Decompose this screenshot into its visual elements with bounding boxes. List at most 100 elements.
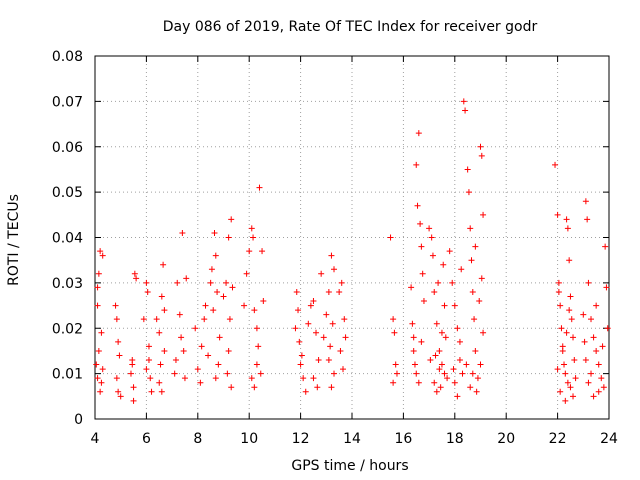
data-point-marker (419, 270, 426, 277)
data-point-marker (472, 243, 479, 250)
data-point-marker (566, 307, 573, 314)
y-tick-label: 0.01 (52, 367, 83, 383)
data-point-marker (588, 316, 595, 323)
data-point-marker (582, 198, 589, 205)
data-point-marker (438, 329, 445, 336)
data-point-marker (94, 284, 101, 291)
data-point-marker (115, 388, 122, 395)
data-point-marker (202, 302, 209, 309)
data-point-marker (310, 375, 317, 382)
data-point-marker (145, 357, 152, 364)
data-point-marker (158, 293, 165, 300)
x-tick-label: 4 (91, 431, 100, 447)
data-point-marker (598, 375, 605, 382)
data-point-marker (581, 338, 588, 345)
data-point-marker (325, 357, 332, 364)
data-point-marker (93, 361, 100, 368)
data-point-marker (255, 343, 262, 350)
data-point-marker (295, 307, 302, 314)
data-point-marker (328, 384, 335, 391)
x-tick-label: 14 (343, 431, 361, 447)
data-point-marker (567, 384, 574, 391)
y-tick-label: 0.08 (52, 49, 83, 65)
data-point-marker (561, 361, 568, 368)
data-point-marker (431, 379, 438, 386)
data-point-marker (131, 270, 138, 277)
data-point-marker (477, 361, 484, 368)
data-point-marker (604, 325, 611, 332)
data-point-marker (94, 375, 101, 382)
data-point-marker (563, 216, 570, 223)
data-point-marker (329, 320, 336, 327)
data-point-marker (572, 375, 579, 382)
data-point-marker (210, 307, 217, 314)
data-point-marker (310, 298, 317, 305)
data-point-marker (562, 397, 569, 404)
data-point-marker (429, 252, 436, 259)
data-point-marker (220, 293, 227, 300)
data-points (93, 98, 611, 404)
y-tick-label: 0.07 (52, 94, 83, 110)
data-point-marker (158, 388, 165, 395)
data-point-marker (436, 366, 443, 373)
data-point-marker (554, 211, 561, 218)
data-point-marker (176, 311, 183, 318)
data-point-marker (214, 288, 221, 295)
y-tick-label: 0.04 (52, 231, 83, 247)
data-point-marker (456, 338, 463, 345)
data-point-marker (130, 397, 137, 404)
data-point-marker (428, 234, 435, 241)
data-point-marker (145, 343, 152, 350)
data-point-marker (469, 370, 476, 377)
data-point-marker (161, 307, 168, 314)
data-point-marker (417, 220, 424, 227)
data-point-marker (328, 252, 335, 259)
data-point-marker (599, 343, 606, 350)
data-point-marker (99, 252, 106, 259)
data-point-marker (477, 143, 484, 150)
data-point-marker (564, 225, 571, 232)
data-point-marker (215, 361, 222, 368)
data-point-marker (325, 288, 332, 295)
data-point-marker (435, 279, 442, 286)
data-point-marker (410, 347, 417, 354)
data-point-marker (459, 370, 466, 377)
data-point-marker (302, 388, 309, 395)
data-point-marker (207, 279, 214, 286)
data-point-marker (198, 343, 205, 350)
data-point-marker (208, 266, 215, 273)
data-point-marker (229, 284, 236, 291)
data-point-marker (216, 334, 223, 341)
data-point-marker (337, 347, 344, 354)
data-point-marker (580, 311, 587, 318)
data-point-marker (161, 347, 168, 354)
data-point-marker (99, 366, 106, 373)
data-point-marker (292, 325, 299, 332)
data-point-marker (441, 370, 448, 377)
data-point-marker (590, 393, 597, 400)
data-point-marker (411, 361, 418, 368)
data-point-marker (259, 248, 266, 255)
data-point-marker (314, 384, 321, 391)
data-point-marker (140, 316, 147, 323)
data-point-marker (192, 325, 199, 332)
data-point-marker (467, 225, 474, 232)
data-point-marker (313, 329, 320, 336)
data-point-marker (178, 334, 185, 341)
data-point-marker (94, 302, 101, 309)
data-point-marker (201, 316, 208, 323)
data-point-marker (467, 384, 474, 391)
x-tick-label: 8 (193, 431, 202, 447)
data-point-marker (427, 357, 434, 364)
data-point-marker (440, 261, 447, 268)
data-point-marker (595, 361, 602, 368)
data-point-marker (554, 366, 561, 373)
data-point-marker (468, 257, 475, 264)
data-point-marker (471, 316, 478, 323)
data-point-marker (331, 370, 338, 377)
data-point-marker (95, 270, 102, 277)
data-point-marker (480, 329, 487, 336)
data-point-marker (248, 225, 255, 232)
data-point-marker (566, 257, 573, 264)
